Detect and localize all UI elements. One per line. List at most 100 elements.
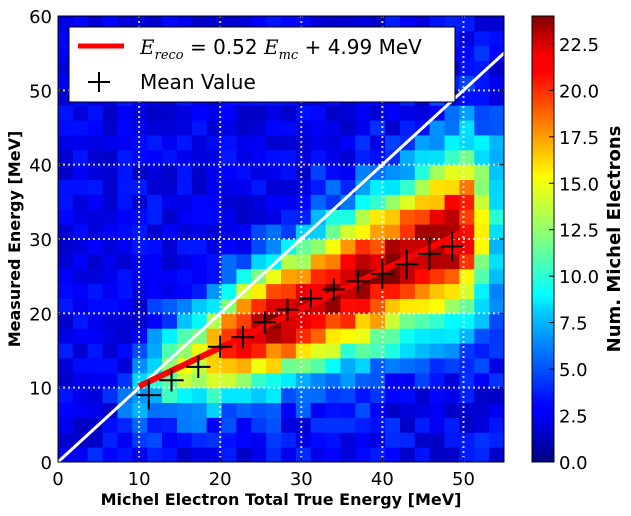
mean-value-points: [136, 231, 464, 410]
heatmap-cell: [280, 253, 297, 270]
heatmap-cell: [340, 120, 356, 136]
heatmap-cell: [399, 432, 416, 448]
heatmap-cell: [58, 402, 74, 418]
heatmap-cell: [266, 149, 282, 166]
heatmap-cell: [147, 298, 163, 314]
heatmap-cell: [87, 149, 104, 166]
heatmap-cell: [58, 164, 74, 181]
heatmap-cell: [325, 134, 341, 151]
heatmap-cell: [87, 194, 104, 210]
heatmap-cell: [340, 253, 356, 270]
heatmap-cell: [58, 343, 74, 359]
heatmap-cell: [58, 209, 74, 225]
heatmap-cell: [325, 239, 341, 255]
heatmap-cell: [58, 149, 74, 166]
heatmap-cell: [147, 134, 163, 151]
heatmap-cell: [399, 402, 416, 418]
heatmap-cell: [221, 209, 237, 225]
heatmap-cell: [147, 149, 163, 166]
heatmap-cell: [147, 343, 163, 359]
heatmap-cell: [355, 417, 371, 433]
heatmap-cell: [474, 402, 490, 418]
heatmap-cell: [474, 417, 490, 433]
heatmap-cell: [162, 224, 178, 240]
legend-fit-e1: E: [139, 35, 155, 59]
heatmap-cell: [72, 387, 89, 404]
heatmap-cell: [444, 268, 460, 285]
heatmap-cell: [429, 387, 446, 404]
heatmap-cell: [102, 239, 118, 255]
heatmap-cell: [266, 402, 282, 418]
heatmap-cell: [385, 402, 401, 418]
heatmap-cell: [340, 134, 356, 151]
heatmap-cell: [176, 298, 193, 314]
heatmap-cell: [414, 253, 431, 270]
heatmap-cell: [489, 343, 504, 359]
heatmap-cell: [72, 328, 89, 344]
mean-value-point: [395, 249, 419, 280]
heatmap-cell: [266, 268, 282, 285]
heatmap-cell: [206, 357, 223, 374]
heatmap-cell: [87, 120, 104, 136]
mean-value-point: [159, 369, 184, 392]
heatmap-cell: [102, 253, 118, 270]
heatmap-cell: [147, 224, 163, 240]
legend-box: [68, 26, 456, 103]
heatmap-cell: [191, 224, 208, 240]
heatmap-cell: [325, 417, 341, 433]
heatmap-cell: [295, 120, 312, 136]
heatmap-cell: [429, 402, 446, 418]
heatmap-cell: [429, 432, 446, 448]
heatmap-cell: [310, 134, 327, 151]
heatmap-cell: [280, 224, 297, 240]
heatmap-cell: [162, 447, 178, 462]
heatmap-cell: [489, 313, 504, 329]
heatmap-cell: [221, 387, 237, 404]
heatmap-cell: [280, 447, 297, 462]
heatmap-cell: [191, 402, 208, 418]
colorbar-tick-label: 7.5: [559, 314, 588, 335]
heatmap-cell: [162, 179, 178, 195]
heatmap-cell: [280, 239, 297, 255]
heatmap-cell: [87, 357, 104, 374]
mean-value-point: [371, 259, 394, 289]
heatmap-cell: [206, 120, 223, 136]
heatmap-cell: [399, 313, 416, 329]
heatmap-cell: [399, 387, 416, 404]
heatmap-cell: [58, 224, 74, 240]
heatmap-cell: [236, 209, 252, 225]
heatmap-cell: [236, 268, 252, 285]
heatmap-cell: [72, 447, 89, 462]
heatmap-cell: [414, 298, 431, 314]
heatmap-cell: [280, 268, 297, 285]
heatmap-cell: [147, 283, 163, 299]
heatmap-cell: [221, 194, 237, 210]
heatmap-cell: [117, 164, 133, 181]
heatmap-cell: [355, 298, 371, 314]
heatmap-cell: [266, 447, 282, 462]
y-tick-label: 40: [29, 156, 52, 177]
heatmap-cell: [147, 105, 163, 121]
heatmap-cell: [280, 432, 297, 448]
heatmap-cell: [474, 372, 490, 389]
heatmap-cell: [355, 372, 371, 389]
heatmap-cell: [72, 268, 89, 285]
heatmap-cell: [266, 372, 282, 389]
heatmap-cell: [325, 149, 341, 166]
heatmap-cell: [489, 16, 504, 32]
heatmap-cell: [176, 268, 193, 285]
heatmap-cell: [117, 432, 133, 448]
heatmap-cell: [474, 357, 490, 374]
heatmap-cell: [385, 194, 401, 210]
heatmap-cell: [87, 343, 104, 359]
mean-value-point: [418, 237, 441, 271]
y-tick-label: 20: [29, 304, 52, 325]
heatmap-cell: [399, 194, 416, 210]
heatmap-cell: [459, 313, 475, 329]
colorbar: [531, 15, 555, 463]
heatmap-cell: [58, 194, 74, 210]
heatmap-cell: [176, 387, 193, 404]
heatmap-cell: [340, 105, 356, 121]
heatmap-cell: [162, 164, 178, 181]
heatmap-cell: [385, 447, 401, 462]
